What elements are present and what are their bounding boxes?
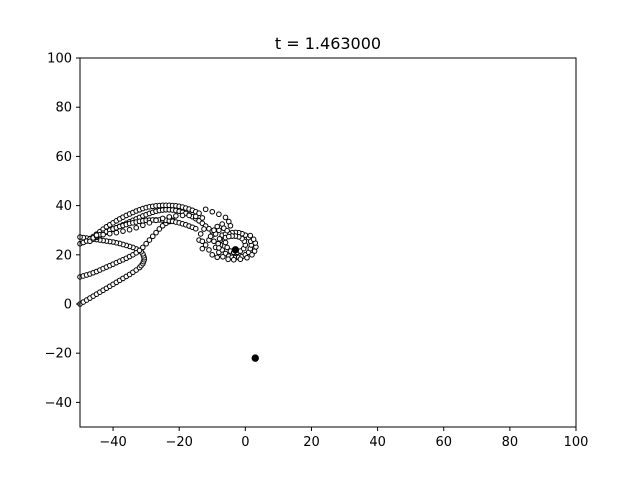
data-point	[146, 220, 153, 226]
data-point	[140, 222, 146, 229]
data-point	[216, 211, 222, 218]
data-point	[149, 233, 156, 240]
data-point	[140, 244, 146, 251]
data-point	[199, 238, 206, 245]
data-point	[136, 247, 143, 254]
center-point	[231, 246, 240, 254]
data-point	[197, 231, 204, 237]
data-point	[214, 223, 221, 230]
data-point	[106, 230, 113, 237]
data-point	[93, 232, 100, 238]
data-point	[227, 222, 234, 229]
data-point	[211, 227, 217, 233]
data-point	[222, 239, 229, 246]
data-point	[249, 252, 255, 258]
y-tick-label: 60	[55, 150, 72, 165]
data-point	[173, 213, 179, 219]
data-point	[211, 238, 217, 245]
points-layer	[77, 202, 259, 362]
x-tick-label: 40	[369, 435, 386, 450]
filled-point	[251, 354, 259, 362]
x-tick-label: 0	[241, 435, 249, 450]
data-point	[146, 237, 153, 243]
y-tick-label: 20	[55, 248, 72, 263]
data-point	[216, 245, 222, 251]
data-point	[226, 233, 232, 240]
data-point	[159, 215, 166, 222]
data-point	[225, 256, 231, 263]
chart-title: t = 1.463000	[275, 34, 381, 53]
x-tick-label: −20	[165, 435, 192, 450]
data-point	[230, 256, 237, 263]
data-point	[214, 254, 221, 261]
data-point	[250, 236, 257, 243]
data-point	[196, 210, 202, 217]
data-point	[201, 226, 207, 232]
data-point	[113, 229, 120, 236]
data-point	[199, 215, 206, 221]
data-point	[209, 208, 216, 215]
data-point	[133, 224, 140, 231]
y-axis: −40 −20 0 20 40 60 80 100	[45, 52, 80, 411]
data-point	[202, 206, 209, 213]
y-tick-label: 40	[55, 199, 72, 214]
y-tick-label: 80	[55, 101, 72, 116]
data-point	[156, 226, 163, 232]
data-point	[192, 225, 199, 232]
data-point	[220, 253, 226, 260]
data-point	[100, 231, 106, 238]
data-point	[237, 256, 244, 263]
x-tick-label: 80	[502, 435, 519, 450]
data-point	[199, 245, 206, 252]
data-point	[179, 212, 186, 219]
data-point	[224, 244, 230, 251]
data-point	[222, 214, 229, 221]
y-tick-label: −40	[45, 396, 72, 411]
data-point	[143, 240, 149, 247]
x-tick-label: 60	[435, 435, 452, 450]
x-tick-label: 100	[564, 435, 589, 450]
data-point	[153, 229, 159, 236]
data-point	[207, 233, 214, 240]
data-point	[126, 226, 133, 233]
plot-frame	[79, 57, 577, 428]
y-tick-label: 100	[47, 52, 72, 67]
data-point	[247, 232, 254, 239]
data-point	[209, 252, 216, 258]
data-point	[153, 217, 159, 224]
data-point	[224, 227, 230, 234]
data-point	[192, 213, 199, 220]
x-tick-label: 20	[303, 435, 320, 450]
x-tick-label: −40	[99, 435, 126, 450]
data-point	[216, 236, 223, 242]
data-point	[186, 212, 192, 219]
data-point	[244, 254, 250, 261]
x-axis: −40 −20 0 20 40 60 80 100	[99, 427, 588, 450]
y-tick-label: −20	[45, 347, 72, 362]
y-tick-label: 0	[64, 298, 72, 313]
data-point	[202, 242, 209, 248]
data-point	[120, 228, 126, 234]
data-point	[206, 247, 212, 253]
data-point	[166, 214, 173, 220]
